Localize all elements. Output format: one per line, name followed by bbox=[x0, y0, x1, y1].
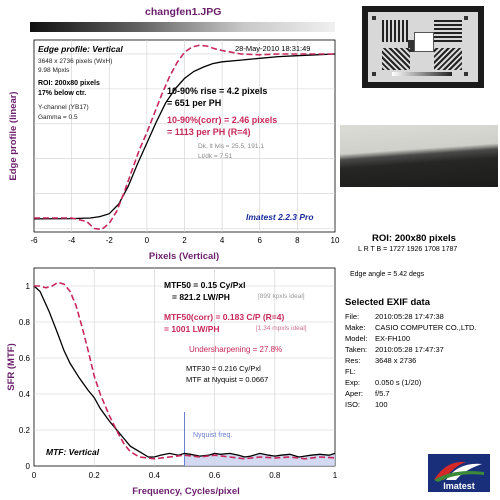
roi-coords: L R T B = 1727 1926 1708 1787 bbox=[358, 246, 458, 253]
mtf50-ph-text: = 821.2 LW/PH bbox=[172, 292, 230, 302]
edge-xtick-label: 2 bbox=[182, 236, 187, 245]
mtf-chart: 0 0.2 0.4 0.6 0.8 1 0 0.2 0.4 0.6 0.8 1 Frequency, … bbox=[6, 267, 338, 497]
exif-row: File: 2010:05:28 17:47:38 bbox=[345, 312, 444, 321]
edge-xtick-label: 6 bbox=[258, 236, 263, 245]
mtf30-text: MTF30 = 0.216 Cy/Pxl bbox=[186, 364, 261, 373]
channel-info-1: Y-channel (YB17) bbox=[38, 104, 89, 111]
exif-row: Exp: 0.050 s (1/20) bbox=[345, 378, 422, 387]
nyquist-label: Nyquist freq. bbox=[193, 432, 233, 439]
edge-angle: Edge angle = 5.42 degs bbox=[350, 271, 425, 278]
roi-info-2: 17% below ctr. bbox=[38, 90, 87, 97]
edge-series-corrected bbox=[34, 44, 335, 231]
mtf-ylabel: SFR (MTF) bbox=[6, 343, 17, 391]
edge-xtick-label: -6 bbox=[30, 236, 38, 245]
exif-row: FL: bbox=[345, 367, 356, 376]
mtf-xtick-label: 0.6 bbox=[209, 471, 221, 480]
edge-xlabel: Pixels (Vertical) bbox=[149, 251, 219, 262]
mtf-xtick-label: 0.2 bbox=[89, 471, 101, 480]
exif-list: File: 2010:05:28 17:47:38 Make: CASIO COMP… bbox=[345, 312, 495, 422]
mtf-title: MTF: Vertical bbox=[46, 447, 100, 457]
mtf-ytick-label: 0.2 bbox=[19, 426, 31, 435]
edge-xtick-label: -4 bbox=[68, 236, 76, 245]
dk-text-1: Dk, lt lvls = 25.5, 191.1 bbox=[198, 143, 264, 150]
mtf-ytick-label: 0.4 bbox=[19, 390, 31, 399]
edge-date: 28-May-2010 18:31:49 bbox=[235, 44, 311, 53]
exif-row: Aper: f/5.7 bbox=[345, 389, 390, 398]
mtf-series-corrected bbox=[34, 281, 336, 460]
logo-text: Imatest bbox=[443, 481, 475, 491]
file-title: changfen1.JPG bbox=[145, 6, 222, 18]
mtf-xtick-label: 0 bbox=[32, 471, 37, 480]
mtf-ytick-label: 0 bbox=[26, 462, 31, 471]
channel-info-2: Gamma = 0.5 bbox=[38, 114, 78, 121]
exif-row: Model: EX-FH100 bbox=[345, 334, 411, 343]
mtf50c-ideal-text: [1.34 mpxls ideal] bbox=[256, 325, 307, 332]
gray-gradient-strip bbox=[30, 22, 335, 32]
edge-xtick-label: 0 bbox=[145, 236, 150, 245]
mtf50c-text: MTF50(corr) = 0.183 C/P (R=4) bbox=[164, 312, 285, 322]
mtf-xtick-label: 0.8 bbox=[269, 471, 281, 480]
rise-corr-text-2: = 1113 per PH (R=4) bbox=[167, 127, 251, 137]
nyq-mtf-text: MTF at Nyquist = 0.0667 bbox=[186, 375, 269, 384]
mtf-ytick-label: 0.6 bbox=[19, 354, 31, 363]
mtf-series-measured bbox=[33, 285, 336, 458]
mtf-xlabel: Frequency, Cycles/pixel bbox=[132, 486, 240, 497]
edge-title: Edge profile: Vertical bbox=[38, 44, 123, 54]
edge-ylabel: Edge profile (linear) bbox=[8, 91, 19, 180]
undersharp-text: Undersharpening = 27.8% bbox=[189, 345, 283, 354]
edge-xtick-label: 8 bbox=[295, 236, 300, 245]
imatest-version: Imatest 2.2.3 Pro bbox=[246, 212, 314, 222]
rise-corr-text-1: 10-90%(corr) = 2.46 pixels bbox=[167, 115, 278, 125]
edge-xtick-label: 4 bbox=[220, 236, 225, 245]
exif-row: ISO: 100 bbox=[345, 400, 388, 409]
edge-info-1: 3648 x 2736 pixels (WxH) bbox=[38, 58, 113, 65]
rise-text-2: = 651 per PH bbox=[167, 98, 222, 108]
edge-series-measured bbox=[33, 53, 336, 220]
exif-row: Taken: 2010:05:28 17:47:37 bbox=[345, 345, 444, 354]
edge-xtick-label: -2 bbox=[106, 236, 114, 245]
imatest-logo: Imatest bbox=[428, 454, 490, 492]
roi-title: ROI: 200x80 pixels bbox=[372, 233, 456, 244]
rise-text-1: 10-90% rise = 4.2 pixels bbox=[167, 86, 268, 96]
mtf50-ideal-text: [899 kpxls ideal] bbox=[258, 293, 305, 300]
test-chart-thumbnail bbox=[362, 6, 484, 88]
roi-crop-image bbox=[340, 125, 498, 187]
mtf-xtick-label: 0.4 bbox=[149, 471, 161, 480]
exif-title: Selected EXIF data bbox=[345, 297, 431, 308]
mtf-ytick-label: 1 bbox=[26, 282, 31, 291]
dk-text-2: Lt/dk = 7.51 bbox=[198, 153, 233, 160]
edge-xtick-label: 10 bbox=[331, 236, 340, 245]
roi-info-1: ROI: 200x80 pixels bbox=[38, 80, 100, 87]
edge-profile-chart: -6 -4 -2 0 2 4 6 8 10 Pixels (Vertical) Edge pro… bbox=[8, 39, 340, 262]
exif-row: Make: CASIO COMPUTER CO.,LTD. bbox=[345, 323, 477, 332]
mtf-ytick-label: 0.8 bbox=[19, 318, 31, 327]
mtf50c-ph-text: = 1001 LW/PH bbox=[164, 324, 220, 334]
edge-info-2: 9.98 Mpxls bbox=[38, 67, 70, 74]
exif-row: Res: 3648 x 2736 bbox=[345, 356, 417, 365]
mtf50-text: MTF50 = 0.15 Cy/Pxl bbox=[164, 280, 246, 290]
mtf-xtick-label: 1 bbox=[333, 471, 338, 480]
